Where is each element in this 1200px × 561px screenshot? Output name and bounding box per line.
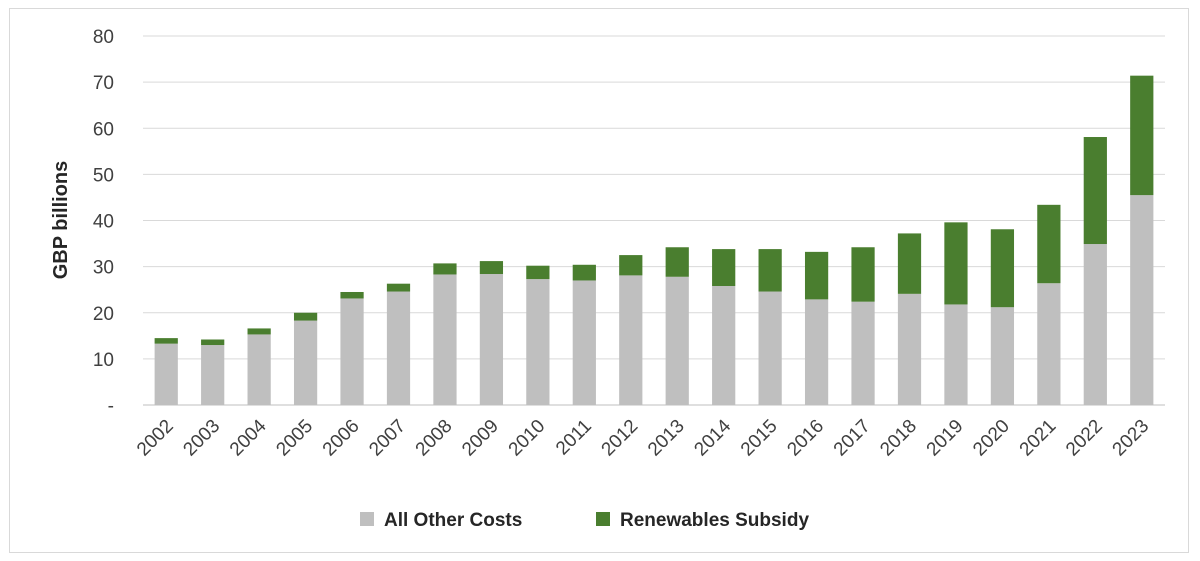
y-tick-label: 80 [93, 27, 114, 48]
x-tick-label: 2002 [133, 416, 178, 461]
bar-other-costs [201, 345, 225, 405]
bar-other-costs [247, 334, 271, 405]
legend-swatch [360, 512, 374, 526]
bar-renewables-subsidy [619, 255, 643, 276]
y-tick-label: - [108, 396, 114, 417]
bar-other-costs [386, 291, 411, 405]
x-tick-label: 2003 [179, 416, 224, 461]
x-tick-label: 2014 [690, 415, 735, 460]
bar-renewables-subsidy [340, 291, 364, 299]
bar-other-costs [293, 320, 318, 405]
x-tick-label: 2021 [1016, 416, 1061, 461]
bar-renewables-subsidy [201, 339, 225, 346]
bar-renewables-subsidy [293, 312, 318, 321]
bar-renewables-subsidy [758, 249, 782, 292]
x-tick-label: 2007 [365, 416, 410, 461]
bar-other-costs [944, 304, 968, 405]
bar-other-costs [1130, 195, 1154, 405]
x-tick-label: 2018 [876, 416, 921, 461]
x-tick-label: 2015 [737, 416, 782, 461]
bar-other-costs [433, 274, 457, 405]
x-tick-label: 2016 [783, 416, 828, 461]
bar-other-costs [897, 293, 922, 405]
bar-other-costs [665, 276, 689, 405]
bar-renewables-subsidy [665, 247, 689, 277]
bar-renewables-subsidy [944, 222, 968, 305]
bar-other-costs [804, 299, 829, 405]
bar-renewables-subsidy [386, 283, 411, 292]
legend-label: Renewables Subsidy [620, 510, 809, 531]
bar-other-costs [712, 285, 736, 405]
y-axis-ticks: - 10 20 30 40 50 60 70 80 [93, 27, 114, 417]
bar-renewables-subsidy [572, 264, 596, 281]
bar-renewables-subsidy [526, 265, 550, 280]
x-tick-label: 2023 [1109, 416, 1154, 461]
bar-other-costs [479, 274, 504, 405]
x-tick-label: 2017 [830, 416, 875, 461]
x-tick-label: 2020 [969, 416, 1014, 461]
x-tick-label: 2004 [226, 415, 271, 460]
bar-renewables-subsidy [247, 328, 271, 335]
x-tick-label: 2005 [272, 416, 317, 461]
y-tick-label: 10 [93, 350, 114, 371]
x-tick-label: 2012 [598, 416, 643, 461]
bar-other-costs [572, 280, 596, 405]
bar-other-costs [526, 279, 550, 405]
bar-other-costs [340, 298, 364, 405]
y-tick-label: 20 [93, 304, 114, 325]
legend-label: All Other Costs [384, 510, 522, 531]
legend: All Other Costs Renewables Subsidy [360, 510, 809, 531]
x-tick-label: 2022 [1062, 416, 1107, 461]
y-tick-label: 70 [93, 73, 114, 94]
bar-other-costs [154, 343, 178, 405]
x-tick-label: 2019 [923, 416, 968, 461]
bar-other-costs [990, 307, 1015, 405]
bar-other-costs [758, 291, 782, 405]
bar-renewables-subsidy [1083, 137, 1107, 245]
bar-renewables-subsidy [479, 261, 504, 275]
bar-renewables-subsidy [154, 338, 178, 344]
x-tick-label: 2008 [412, 416, 457, 461]
bar-renewables-subsidy [712, 249, 736, 286]
bar-renewables-subsidy [1130, 75, 1154, 196]
bar-renewables-subsidy [1037, 204, 1061, 284]
bar-renewables-subsidy [851, 247, 875, 302]
x-tick-label: 2011 [552, 416, 596, 460]
x-axis-ticks: 2002 2003 2004 2005 2006 2007 2008 2009 2010 2011… [133, 415, 1153, 460]
bar-other-costs [851, 301, 875, 405]
x-tick-label: 2013 [644, 416, 689, 461]
x-tick-label: 2006 [319, 416, 364, 461]
y-tick-label: 50 [93, 165, 114, 186]
bars [154, 75, 1154, 405]
y-tick-label: 60 [93, 119, 114, 140]
bar-other-costs [1083, 244, 1107, 405]
y-axis-title: GBP billions [50, 161, 72, 280]
x-tick-label: 2010 [505, 416, 550, 461]
legend-swatch [596, 512, 610, 526]
x-tick-label: 2009 [458, 416, 503, 461]
bar-other-costs [619, 275, 643, 405]
bar-renewables-subsidy [990, 229, 1015, 308]
bar-renewables-subsidy [433, 263, 457, 275]
y-tick-label: 30 [93, 258, 114, 279]
bar-renewables-subsidy [804, 251, 829, 300]
bar-other-costs [1037, 283, 1061, 405]
bar-renewables-subsidy [897, 233, 922, 294]
y-tick-label: 40 [93, 212, 114, 233]
